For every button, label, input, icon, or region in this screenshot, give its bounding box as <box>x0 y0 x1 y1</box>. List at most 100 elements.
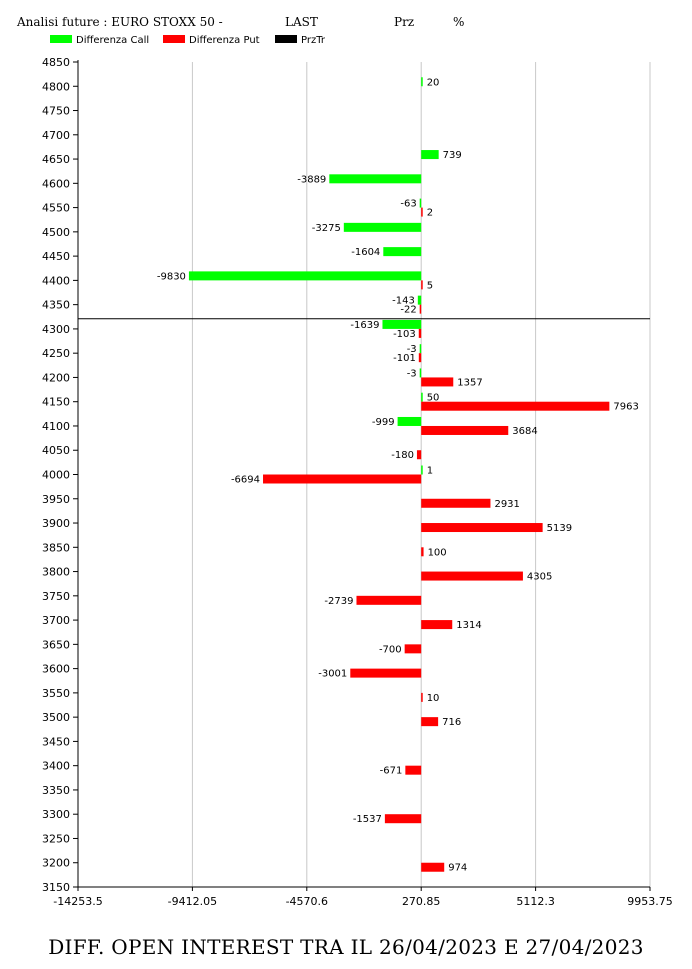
put-bar <box>421 523 543 533</box>
y-tick-label: 4800 <box>42 80 70 93</box>
put-bar-label: 716 <box>442 717 461 728</box>
legend-swatch-call <box>50 35 72 43</box>
call-bar <box>343 222 422 232</box>
put-bar-label: 2 <box>427 208 433 219</box>
put-bar-label: 2931 <box>494 499 519 510</box>
y-tick-label: 4600 <box>42 177 70 190</box>
y-tick-label: 4850 <box>42 56 70 69</box>
put-bar <box>404 644 422 654</box>
x-tick-label: 270.85 <box>402 895 441 908</box>
put-bar <box>421 571 523 581</box>
y-tick-label: 4700 <box>42 129 70 142</box>
legend-swatch-put <box>163 35 185 43</box>
put-bar-label: 4305 <box>527 572 552 583</box>
chart-caption: DIFF. OPEN INTEREST TRA IL 26/04/2023 E … <box>48 935 644 959</box>
put-bar <box>384 814 422 824</box>
put-bar-label: -1537 <box>353 814 382 825</box>
x-tick-label: 9953.75 <box>627 895 673 908</box>
y-tick-label: 3250 <box>42 832 70 845</box>
call-bar-label: -143 <box>392 296 415 307</box>
y-tick-label: 4250 <box>42 347 70 360</box>
y-tick-label: 3900 <box>42 517 70 530</box>
put-bar-label: 3684 <box>512 426 537 437</box>
y-tick-label: 3950 <box>42 493 70 506</box>
legend-swatch-prztr <box>275 35 297 43</box>
put-bar-label: -671 <box>380 766 403 777</box>
put-bar <box>421 425 509 435</box>
y-tick-label: 3150 <box>42 881 70 894</box>
x-tick-label: -9412.05 <box>168 895 217 908</box>
axes: -14253.5 -9412.05 -4570.6 270.85 5112.3 9953.… <box>42 56 673 908</box>
put-bar-label: 5139 <box>547 523 572 534</box>
call-bar <box>419 344 422 354</box>
put-bar <box>350 668 422 678</box>
header-title: Analisi future : EURO STOXX 50 - <box>16 15 223 29</box>
y-tick-label: 4650 <box>42 153 70 166</box>
y-tick-label: 3450 <box>42 735 70 748</box>
put-bar-label: -700 <box>379 644 402 655</box>
put-bar <box>418 353 422 363</box>
put-bar-label: -6694 <box>231 475 260 486</box>
y-tick-label: 4150 <box>42 396 70 409</box>
y-tick-label: 4750 <box>42 105 70 118</box>
legend-label-put: Differenza Put <box>189 35 260 46</box>
call-bar <box>397 416 422 426</box>
call-bar-label: -1604 <box>351 247 380 258</box>
call-bar-label: -999 <box>372 417 395 428</box>
y-tick-label: 3600 <box>42 663 70 676</box>
y-tick-label: 3850 <box>42 541 70 554</box>
put-bar <box>416 450 422 460</box>
put-bar-label: 7963 <box>613 402 638 413</box>
y-tick-label: 4200 <box>42 371 70 384</box>
y-tick-label: 3350 <box>42 784 70 797</box>
x-tick-label: 5112.3 <box>516 895 555 908</box>
y-tick-label: 3500 <box>42 711 70 724</box>
y-tick-label: 3750 <box>42 590 70 603</box>
put-bar <box>418 328 422 338</box>
put-bar-label: -2739 <box>324 596 353 607</box>
x-tick-label: -4570.6 <box>286 895 328 908</box>
put-bar-label: -3001 <box>318 669 347 680</box>
y-tick-label: 4350 <box>42 299 70 312</box>
y-tick-label: 3200 <box>42 857 70 870</box>
put-bar-label: -22 <box>400 305 416 316</box>
y-tick-label: 3400 <box>42 760 70 773</box>
put-bar <box>263 474 422 484</box>
y-tick-label: 4000 <box>42 469 70 482</box>
put-bar-label: -101 <box>393 353 416 364</box>
y-tick-label: 4300 <box>42 323 70 336</box>
chart: Analisi future : EURO STOXX 50 - LAST Pr… <box>16 15 673 908</box>
y-tick-label: 3800 <box>42 566 70 579</box>
y-tick-label: 4050 <box>42 444 70 457</box>
put-bar-label: 1314 <box>456 620 481 631</box>
put-bar-label: 1357 <box>457 377 482 388</box>
legend-label-prztr: PrzTr <box>301 35 326 46</box>
put-bar-label: 5 <box>427 280 433 291</box>
put-bar-label: -103 <box>393 329 416 340</box>
call-bar-label: -3 <box>407 344 417 355</box>
put-bar <box>405 765 422 775</box>
header-prz: Prz <box>394 15 414 29</box>
call-bar <box>421 392 423 402</box>
legend: Differenza Call Differenza Put PrzTr <box>50 35 326 46</box>
call-bar-label: 20 <box>427 77 440 88</box>
call-bar-label: -1639 <box>350 320 379 331</box>
legend-label-call: Differenza Call <box>76 35 149 46</box>
call-bar-label: -63 <box>400 199 416 210</box>
y-tick-label: 4450 <box>42 250 70 263</box>
y-tick-label: 4550 <box>42 202 70 215</box>
put-bar <box>419 304 422 314</box>
y-tick-label: 3300 <box>42 808 70 821</box>
put-bar-label: 100 <box>428 547 447 558</box>
y-tick-label: 4100 <box>42 420 70 433</box>
call-bar <box>419 368 422 378</box>
put-bar <box>421 692 423 702</box>
put-bar <box>421 717 439 727</box>
call-bar <box>383 247 422 257</box>
put-bar <box>421 498 491 508</box>
call-bar-label: -3 <box>407 368 417 379</box>
header-last: LAST <box>285 15 318 29</box>
call-bar-label: -3275 <box>312 223 341 234</box>
call-bar-label: -3889 <box>297 174 326 185</box>
call-bar <box>329 174 422 184</box>
